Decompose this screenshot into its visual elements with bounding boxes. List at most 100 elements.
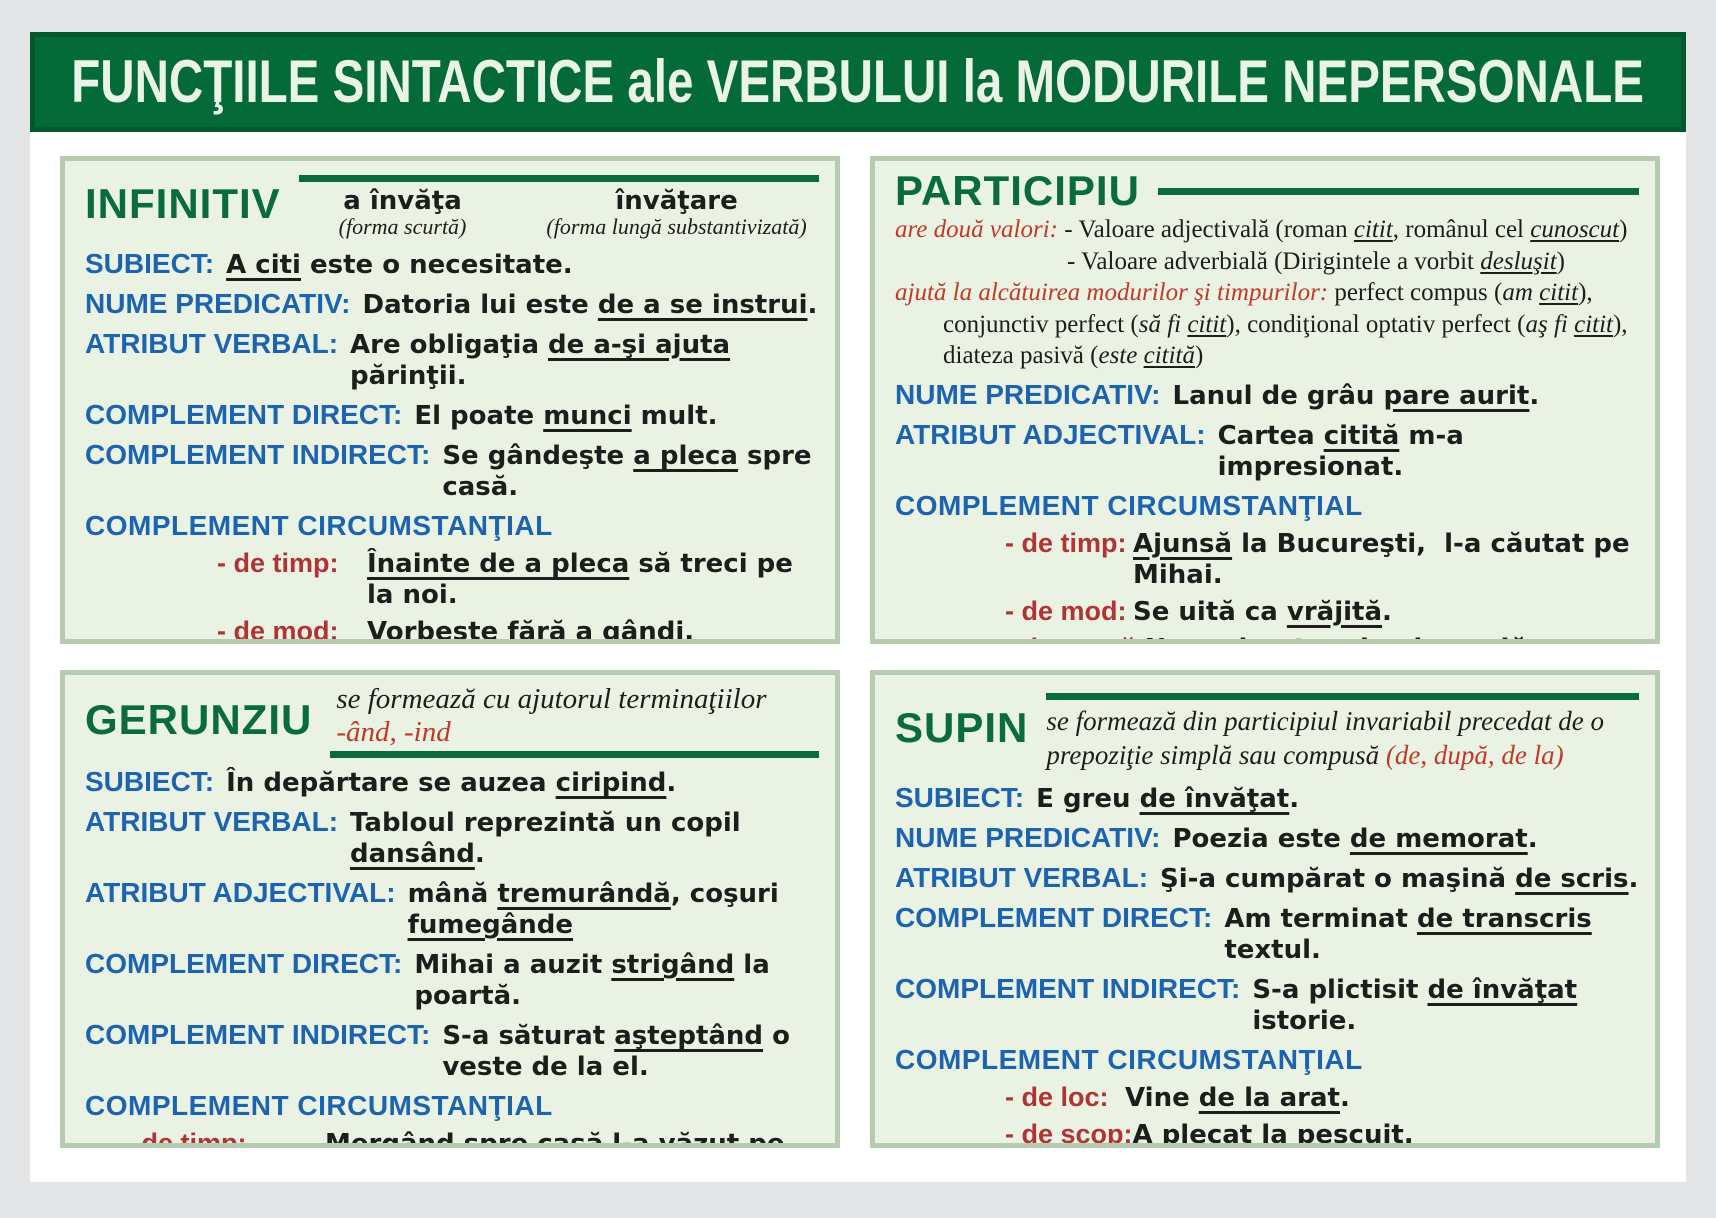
verb-form-note: (forma scurtă) xyxy=(338,214,467,239)
function-row: NUME PREDICATIV: Poezia este de memorat. xyxy=(895,822,1639,854)
text-segment: se formează din participiul invariabil p… xyxy=(1046,706,1605,736)
function-row: COMPLEMENT DIRECT: Am terminat de transcr… xyxy=(895,902,1639,965)
example-sentence: S-a plictisit de învăţat istorie. xyxy=(1252,974,1639,1036)
text-segment: pare aurit xyxy=(1383,380,1530,411)
text-segment: citit xyxy=(1574,310,1613,338)
text-segment: perfect compus ( xyxy=(1328,279,1503,307)
function-label: COMPLEMENT DIRECT: xyxy=(895,901,1213,933)
participiu-circ-heading: COMPLEMENT CIRCUMSTANŢIAL xyxy=(895,489,1363,521)
circumstantial-row: - de mod: Se uită ca vrăjită. xyxy=(895,596,1639,627)
gerunziu-circ-heading: COMPLEMENT CIRCUMSTANŢIAL xyxy=(85,1090,553,1121)
function-row: COMPLEMENT DIRECT: El poate munci mult. xyxy=(85,399,819,431)
text-segment: Vorbeşte xyxy=(367,617,508,644)
function-label: SUBIECT: xyxy=(895,781,1025,813)
supin-rows: SUBIECT: E greu de învăţat. NUME PREDICATI… xyxy=(895,782,1639,1036)
participiu-header: PARTICIPIU xyxy=(895,167,1639,214)
circumstantial-row: - de loc: Vine de la arat. xyxy=(895,1082,1639,1113)
text-segment: mult. xyxy=(631,401,718,431)
text-segment: Nu mai putea xyxy=(1145,634,1351,639)
function-label: COMPLEMENT INDIRECT: xyxy=(85,1019,431,1050)
function-label: ATRIBUT VERBAL: xyxy=(895,861,1149,893)
function-row: COMPLEMENT DIRECT: Mihai a auzit strigând… xyxy=(85,948,819,1011)
example-sentence: Are obligaţia de a-şi ajuta părinţii. xyxy=(350,329,819,391)
text-segment: Cartea xyxy=(1217,420,1324,451)
text-segment: vrăjită xyxy=(1286,596,1382,627)
circumstantial-row: - de mod: Vorbeşte fără a gândi. xyxy=(85,616,819,644)
text-segment: ), condiţional optativ perfect ( xyxy=(1226,310,1526,338)
text-line: are două valori: - Valoare adjectivală (… xyxy=(895,215,1639,245)
text-segment: ) xyxy=(1619,216,1628,244)
text-segment: Se uită ca xyxy=(1133,596,1287,627)
function-row: SUBIECT: În depărtare se auzea ciripind. xyxy=(85,766,819,798)
example-sentence: Nu mai putea de oboseală. xyxy=(1145,633,1537,639)
function-label: ATRIBUT VERBAL: xyxy=(85,806,339,837)
text-segment: fumegânde xyxy=(407,910,574,940)
text-segment: (de, după, de la) xyxy=(1385,739,1564,770)
gerunziu-subtitle: se formează cu ajutorul terminaţiilor -â… xyxy=(330,683,819,749)
example-sentence: Vine de la arat. xyxy=(1125,1082,1350,1113)
text-segment: citit xyxy=(1539,279,1579,307)
text-segment: ajută la alcătuirea modurilor şi timpuri… xyxy=(895,279,1329,307)
text-segment: Am terminat xyxy=(1224,903,1418,934)
verb-form-note: (forma lungă substantivizată) xyxy=(546,214,807,239)
text-segment: . xyxy=(1339,1082,1350,1113)
text-segment: A citi xyxy=(226,250,301,280)
participiu-heading: PARTICIPIU xyxy=(895,167,1140,214)
example-sentence: Poezia este de memorat. xyxy=(1173,823,1538,854)
text-segment: ), xyxy=(1578,279,1593,307)
text-segment: aş fi xyxy=(1525,310,1575,338)
function-label: SUBIECT: xyxy=(85,766,215,797)
text-segment: Ajunsă xyxy=(1133,528,1233,559)
function-label: ATRIBUT ADJECTIVAL: xyxy=(895,418,1206,450)
text-line: ajută la alcătuirea modurilor şi timpuri… xyxy=(895,278,1639,308)
text-segment: . xyxy=(1382,596,1392,627)
circumstantial-row: - de cauză:Nu mai putea de oboseală. xyxy=(895,633,1639,639)
text-segment: textul. xyxy=(1224,903,1601,965)
text-line: diateza pasivă (este citită) xyxy=(895,341,1639,371)
circumstantial-label: - de timp: xyxy=(125,1128,247,1148)
participiu-rows: NUME PREDICATIV: Lanul de grâu pare aurit… xyxy=(895,379,1639,482)
text-segment: ciripind xyxy=(555,768,667,798)
gerunziu-circ-rows: - de timp: Mergând spre casă l-a văzut pe… xyxy=(85,1128,819,1148)
page-title: FUNCŢIILE SINTACTICE ale VERBULUI la MOD… xyxy=(71,48,1645,116)
text-segment: citit xyxy=(1353,216,1393,244)
function-row: SUBIECT: A citi este o necesitate. xyxy=(85,248,819,280)
text-segment: mână xyxy=(407,879,498,909)
text-segment: de transcris xyxy=(1417,903,1592,934)
example-sentence: Datoria lui este de a se instrui. xyxy=(363,289,818,320)
text-segment: . xyxy=(807,290,818,320)
text-segment: părinţii. xyxy=(350,330,740,391)
verb-form-name: a învăţa xyxy=(343,186,462,216)
text-segment: . xyxy=(1527,634,1537,639)
function-label: SUBIECT: xyxy=(85,248,215,279)
text-segment: . xyxy=(1529,380,1540,411)
gerunziu-rows: SUBIECT: În depărtare se auzea ciripind. A… xyxy=(85,766,819,1082)
poster: FUNCŢIILE SINTACTICE ale VERBULUI la MOD… xyxy=(30,32,1686,1182)
text-segment: . xyxy=(1403,1119,1414,1148)
function-label: COMPLEMENT INDIRECT: xyxy=(895,972,1241,1004)
circumstantial-label: - de cauză: xyxy=(1005,633,1145,639)
panel-infinitiv: INFINITIV a învăţa (forma scurtă) învăţare… xyxy=(60,156,840,644)
text-segment: cunoscut xyxy=(1530,216,1620,244)
function-row: ATRIBUT ADJECTIVAL: Cartea citită m-a imp… xyxy=(895,419,1639,482)
function-row: SUBIECT: E greu de învăţat. xyxy=(895,782,1639,814)
infinitiv-circ-rows: - de timp: Înainte de a pleca să treci pe… xyxy=(85,548,819,644)
text-segment: . xyxy=(474,839,485,869)
text-segment: ) xyxy=(1556,247,1565,275)
function-row: ATRIBUT ADJECTIVAL: mână tremurândă, coşu… xyxy=(85,877,819,940)
example-sentence: Mergând spre casă l-a văzut pe un coleg. xyxy=(325,1128,819,1143)
green-rule xyxy=(298,175,819,182)
text-segment: de a se instrui xyxy=(597,290,808,320)
text-segment: -ând, -ind xyxy=(336,716,451,748)
supin-header-right: se formează din participiul invariabil p… xyxy=(1046,683,1639,774)
text-segment: spre casă. xyxy=(442,441,821,502)
text-segment: să treci pe la noi. xyxy=(367,549,802,610)
infinitiv-forms: a învăţa (forma scurtă) învăţare (forma lun… xyxy=(299,186,819,240)
text-segment: dansând xyxy=(350,839,475,869)
text-segment: de oboseală xyxy=(1350,634,1527,639)
function-row: COMPLEMENT INDIRECT: Se gândeşte a pleca … xyxy=(85,439,819,502)
function-row: NUME PREDICATIV: Datoria lui este de a se… xyxy=(85,288,819,320)
function-row: ATRIBUT VERBAL: Tabloul reprezintă un cop… xyxy=(85,806,819,869)
function-label: COMPLEMENT INDIRECT: xyxy=(85,439,431,470)
function-label: NUME PREDICATIV: xyxy=(85,288,351,319)
